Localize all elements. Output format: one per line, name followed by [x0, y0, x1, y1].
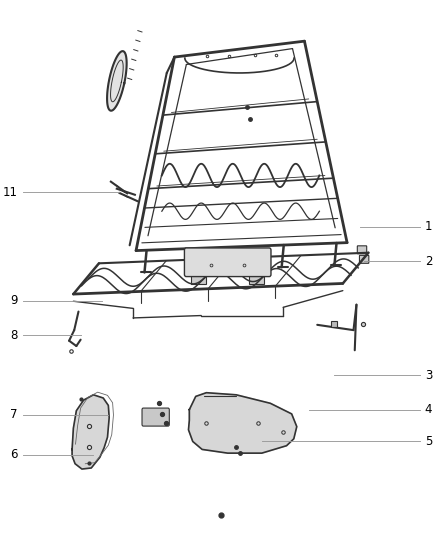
Polygon shape	[188, 393, 297, 453]
Text: 2: 2	[425, 255, 432, 268]
Text: 4: 4	[425, 403, 432, 416]
Text: 9: 9	[11, 294, 18, 308]
FancyBboxPatch shape	[357, 246, 367, 254]
Text: 8: 8	[11, 329, 18, 342]
Polygon shape	[107, 51, 127, 111]
Text: 3: 3	[425, 369, 432, 382]
Bar	[191, 273, 206, 284]
FancyBboxPatch shape	[184, 248, 271, 277]
Text: 11: 11	[3, 186, 18, 199]
Polygon shape	[72, 395, 109, 469]
Text: 1: 1	[425, 220, 432, 233]
FancyBboxPatch shape	[360, 255, 369, 263]
Text: 5: 5	[425, 435, 432, 448]
Text: 6: 6	[11, 448, 18, 461]
Text: 7: 7	[11, 408, 18, 422]
Bar	[249, 273, 265, 284]
FancyBboxPatch shape	[142, 408, 170, 426]
